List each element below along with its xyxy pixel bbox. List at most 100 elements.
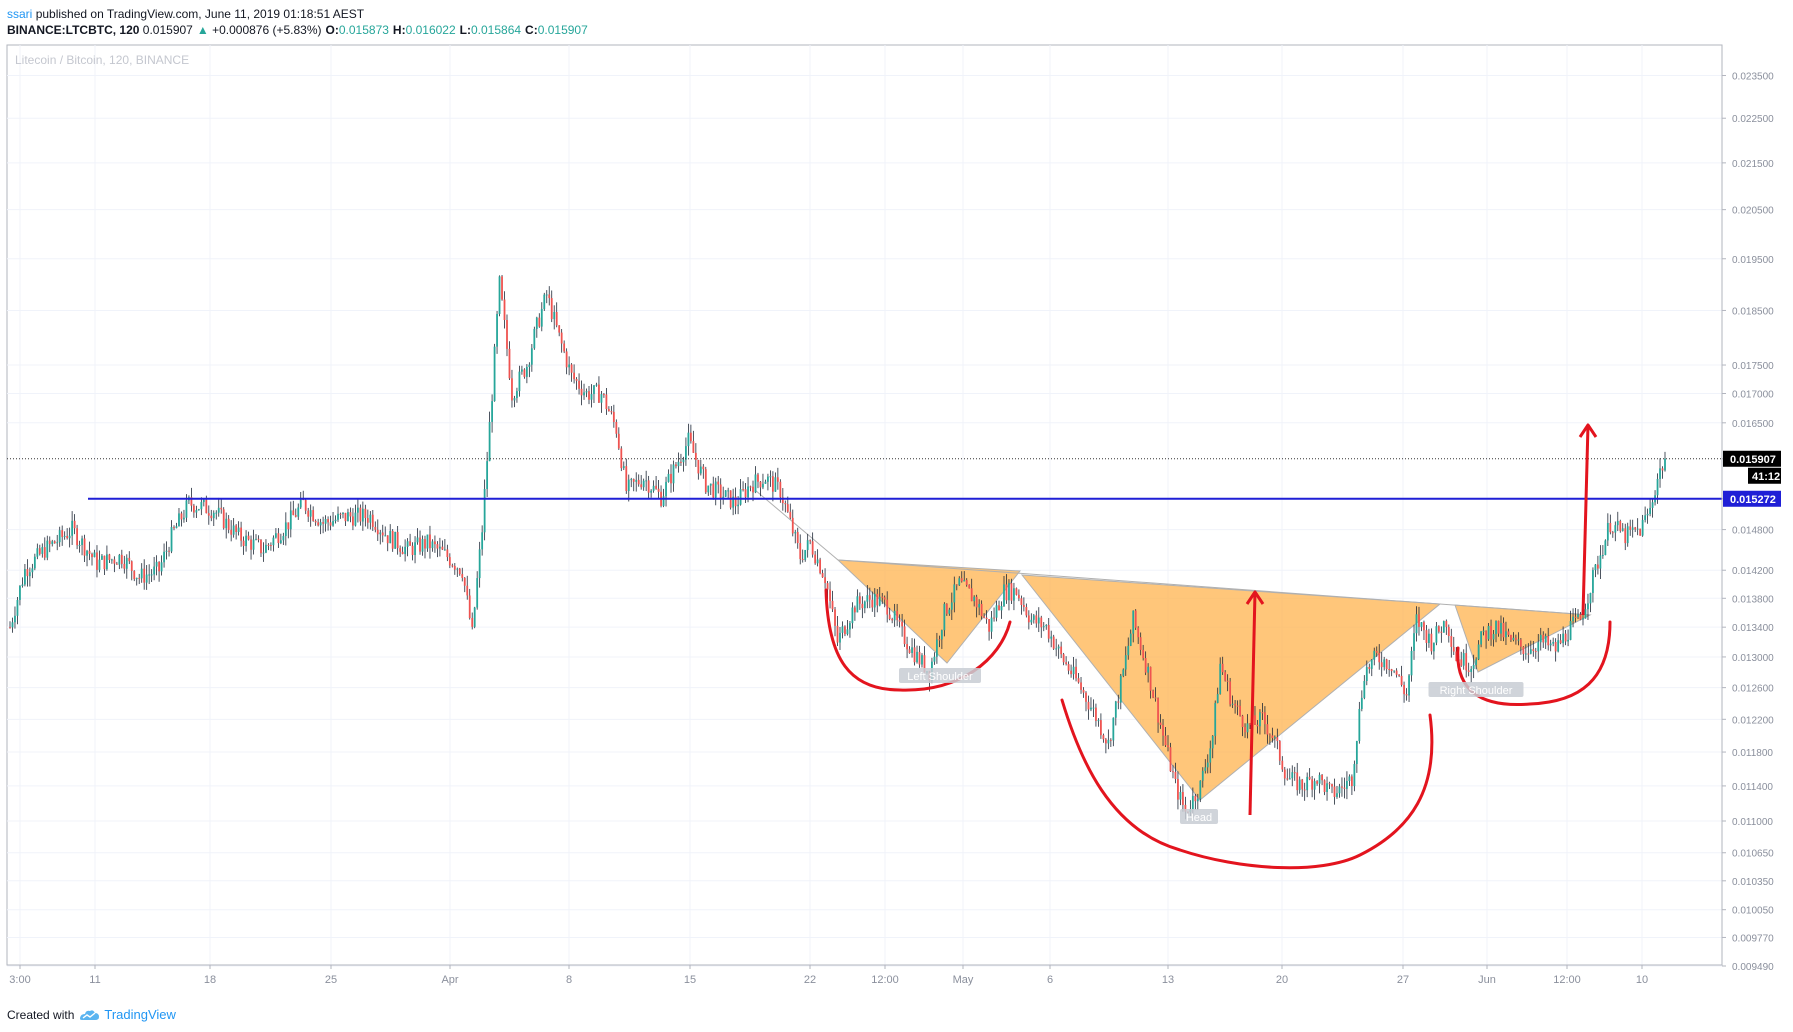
candle-body (284, 522, 287, 537)
candle-body (61, 530, 64, 537)
candle-body (352, 516, 354, 526)
symbol-label[interactable]: BINANCE:LTCBTC, 120 (7, 23, 140, 37)
candle-body (851, 607, 854, 624)
candle-body (891, 619, 894, 621)
neckline (837, 559, 1591, 616)
tradingview-brand-link[interactable]: TradingView (104, 1007, 176, 1022)
candle-body (1047, 625, 1050, 639)
candle-body (759, 481, 762, 488)
candle-body (804, 550, 807, 561)
candle-body (786, 504, 789, 512)
candle-body (1015, 588, 1018, 595)
candle-body (267, 544, 270, 546)
candle-body (1244, 727, 1246, 733)
candle-body (1462, 653, 1465, 666)
candle-body (863, 601, 866, 609)
candle-body (190, 497, 193, 506)
candle-body (1435, 626, 1438, 643)
time-tick-label: 8 (566, 974, 572, 986)
candle-body (831, 600, 834, 610)
candle-body (600, 394, 603, 403)
candle-body (1616, 520, 1619, 526)
candle-body (71, 520, 74, 536)
candle-body (16, 599, 19, 616)
candle-body (1264, 712, 1266, 725)
candle-body (448, 557, 451, 566)
candle-body (1095, 707, 1097, 721)
candle-body (431, 541, 434, 549)
candle-body (1480, 631, 1483, 645)
candle-body (148, 574, 151, 576)
price-tick-label: 0.019500 (1732, 255, 1774, 266)
candle-body (160, 562, 163, 572)
candle-body (1405, 694, 1408, 696)
candle-body (1659, 468, 1661, 479)
countdown-tag (1748, 467, 1781, 484)
price-chart[interactable]: Litecoin / Bitcoin, 120, BINANCE Left Sh… (0, 0, 1793, 1000)
candle-body (1109, 739, 1112, 741)
time-axis[interactable]: 3:00 11 18 25 Apr 8 15 22 12:00 May 6 13 20 27 Jun 12:0… (9, 965, 1648, 986)
candle-body (685, 446, 687, 460)
neckline-lead (754, 489, 839, 561)
candle-body (1636, 528, 1639, 530)
candle-body (508, 348, 511, 379)
time-tick-label: 20 (1276, 974, 1288, 986)
candle-body (1592, 570, 1594, 593)
candle-body (1298, 779, 1301, 791)
candle-body (1418, 614, 1420, 627)
candle-body (1030, 619, 1033, 623)
candle-body (371, 514, 374, 527)
candle-body (699, 466, 702, 474)
candle-body (1408, 675, 1410, 696)
candle-body (1554, 642, 1557, 652)
author-link[interactable]: ssari (7, 7, 33, 21)
price-tick-label: 0.020500 (1732, 206, 1774, 217)
candle-body (1604, 540, 1607, 555)
candle-body (1348, 776, 1351, 782)
candle-body (1288, 778, 1291, 780)
candle-body (113, 559, 116, 564)
candle-body (389, 530, 392, 544)
candle-body (762, 483, 764, 488)
candle-body (955, 584, 958, 586)
candle-body (88, 550, 91, 554)
price-change: +0.000876 (+5.83%) (212, 23, 322, 37)
candle-body (1157, 698, 1159, 723)
candle-body (516, 391, 518, 399)
candle-body (913, 647, 916, 663)
candle-body (58, 530, 61, 543)
candle-body (1037, 617, 1040, 624)
low-label: L: (459, 23, 471, 37)
price-tick-label: 0.011400 (1732, 782, 1773, 793)
candle-body (776, 477, 779, 482)
price-axis[interactable]: 0.023500 0.022500 0.021500 0.020500 0.019500… (1722, 72, 1781, 973)
candle-body (1087, 701, 1090, 710)
candle-body (1127, 645, 1130, 656)
candle-body (506, 320, 508, 349)
candle-body (1631, 527, 1634, 530)
candle-body (461, 574, 464, 578)
candle-body (63, 535, 66, 537)
candle-body (359, 507, 362, 522)
candle-body (416, 537, 419, 543)
candle-body (717, 481, 720, 485)
candle-body (707, 485, 710, 493)
candle-body (1619, 520, 1622, 531)
countdown-label: 41:12 (1752, 471, 1780, 483)
candle-body (1472, 664, 1475, 669)
candle-body (135, 577, 138, 580)
candle-body (1172, 771, 1174, 773)
candle-body (769, 476, 772, 478)
candle-body (155, 561, 158, 567)
candle-body (784, 503, 787, 505)
candle-body (724, 490, 727, 497)
candle-body (453, 565, 456, 570)
pattern-label-bg (1180, 809, 1218, 824)
candle-body (1532, 649, 1535, 652)
candle-body (1177, 778, 1179, 800)
candle-body (386, 535, 389, 544)
candle-body (1651, 502, 1654, 508)
candle-body (1572, 616, 1574, 622)
candle-body (1358, 708, 1361, 741)
candle-body (1502, 622, 1505, 638)
